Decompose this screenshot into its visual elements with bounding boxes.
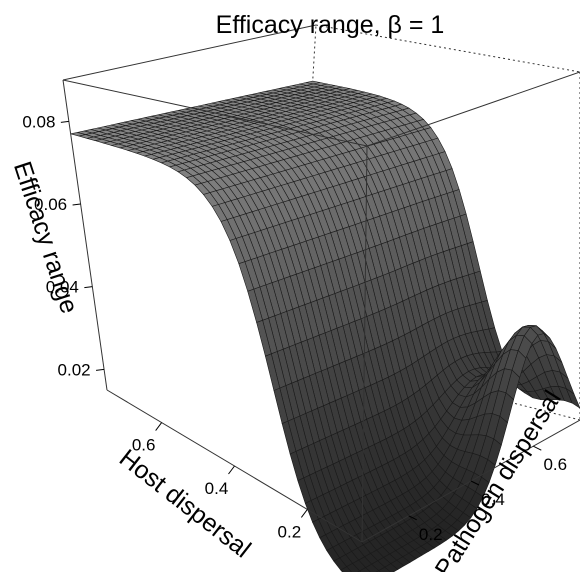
surface-facet xyxy=(340,566,352,572)
x-tick-label: 0.2 xyxy=(278,522,302,541)
box-edge xyxy=(62,24,317,81)
tick-mark xyxy=(96,368,105,371)
y-tick-label: 0.4 xyxy=(481,490,505,509)
surface-facet xyxy=(359,567,371,572)
axis-ticks: 0.02 0.04 0.06 0.08 0.2 0.4 0.6 0.2 0.4 0.6 xyxy=(22,112,567,544)
tick-mark xyxy=(84,286,93,289)
box-edge xyxy=(361,145,368,543)
chart-title: Efficacy range, β = 1 xyxy=(216,11,445,39)
tick-mark xyxy=(300,509,308,518)
x-axis-label: Host dispersal xyxy=(114,444,256,564)
box-edge xyxy=(62,79,368,147)
x-tick-label: 0.4 xyxy=(205,479,229,498)
z-tick-label: 0.06 xyxy=(34,195,67,214)
z-tick-label: 0.04 xyxy=(46,278,79,297)
tick-mark xyxy=(72,203,81,206)
tick-mark xyxy=(470,480,480,486)
tick-mark xyxy=(155,422,163,431)
z-tick-label: 0.02 xyxy=(58,360,91,379)
box-edge xyxy=(62,79,108,391)
plot-box-front xyxy=(62,24,580,543)
y-tick-label: 0.2 xyxy=(419,525,443,544)
tick-mark xyxy=(228,465,235,475)
surface-mesh xyxy=(70,80,580,572)
tick-mark xyxy=(533,445,542,451)
surface-facet xyxy=(378,566,391,572)
z-tick-label: 0.08 xyxy=(22,112,55,131)
tick-mark xyxy=(408,515,417,521)
box-edge xyxy=(366,71,580,147)
x-tick-label: 0.6 xyxy=(132,436,156,455)
tick-mark xyxy=(60,120,69,123)
y-tick-label: 0.6 xyxy=(543,455,567,474)
